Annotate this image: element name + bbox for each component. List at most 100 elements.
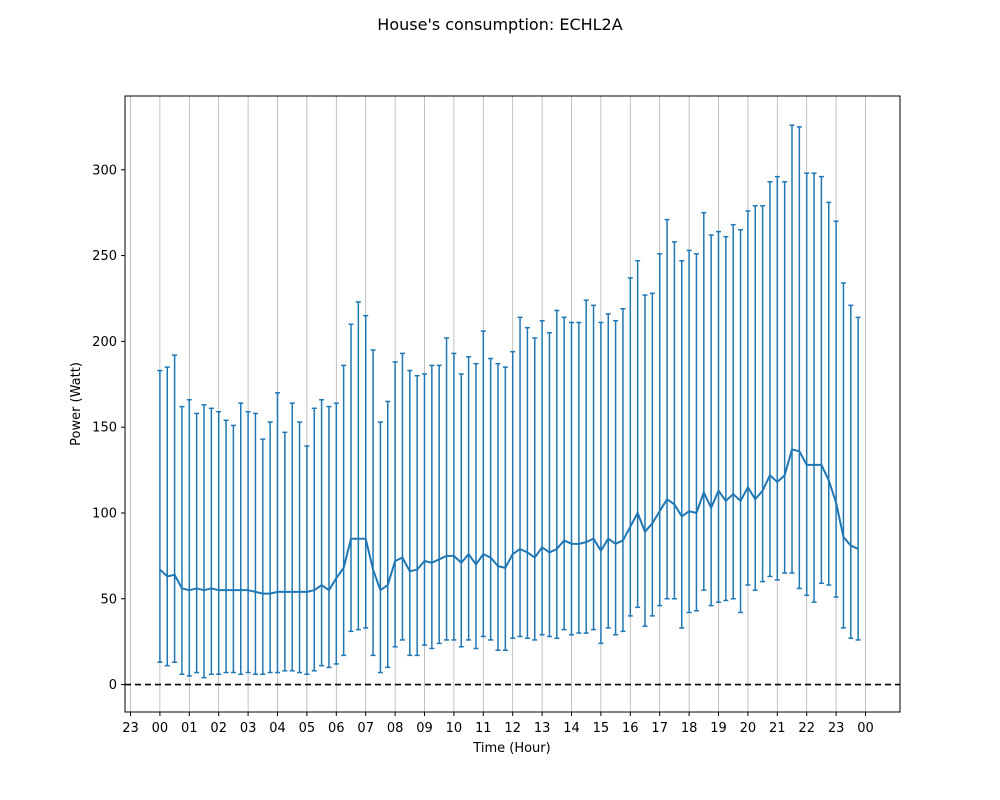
error-bar: [444, 337, 450, 641]
error-bar: [671, 241, 677, 600]
error-bar: [767, 181, 773, 578]
error-bar: [738, 229, 744, 614]
error-bar: [333, 402, 339, 665]
error-bar: [730, 223, 736, 600]
error-bar: [363, 314, 369, 629]
error-bar: [635, 259, 641, 609]
error-bar: [524, 326, 530, 639]
error-bar: [179, 405, 185, 676]
error-bar: [289, 402, 295, 672]
error-bar: [208, 407, 214, 676]
error-bar: [591, 304, 597, 631]
error-bar: [414, 374, 420, 657]
x-tick-label: 22: [798, 721, 815, 736]
y-tick-label: 300: [92, 163, 117, 178]
x-axis-label: Time (Hour): [472, 741, 550, 756]
y-tick-label: 0: [109, 678, 117, 693]
error-bar: [752, 205, 758, 591]
x-tick-label: 10: [446, 721, 463, 736]
error-bar: [686, 249, 692, 614]
error-bar: [267, 421, 273, 674]
y-tick-label: 50: [100, 592, 117, 607]
error-bar: [818, 175, 824, 585]
x-tick-label: 00: [857, 721, 874, 736]
x-tick-label: 05: [299, 721, 316, 736]
x-tick-label: 14: [563, 721, 580, 736]
error-bar: [517, 316, 523, 638]
error-bar: [341, 364, 347, 657]
error-bar: [510, 350, 516, 639]
error-bar: [480, 330, 486, 638]
error-bar: [230, 424, 236, 674]
error-bar: [583, 299, 589, 634]
error-bar: [855, 316, 861, 641]
error-bar: [789, 124, 795, 574]
x-tick-label: 06: [328, 721, 345, 736]
error-bar: [260, 438, 266, 676]
error-bar: [216, 410, 222, 676]
error-bar: [458, 373, 464, 648]
error-bar: [429, 364, 435, 650]
x-tick-label: 23: [122, 721, 139, 736]
error-bar: [840, 282, 846, 629]
x-tick-label: 21: [769, 721, 786, 736]
x-tick-label: 16: [622, 721, 639, 736]
y-tick-label: 200: [92, 335, 117, 350]
x-tick-label: 07: [357, 721, 374, 736]
x-tick-label: 01: [181, 721, 198, 736]
x-tick-label: 03: [240, 721, 257, 736]
error-bars: [157, 124, 861, 679]
y-tick-label: 150: [92, 421, 117, 436]
error-bar: [495, 362, 501, 651]
error-bar: [422, 373, 427, 646]
x-tick-label: 18: [681, 721, 698, 736]
error-bar: [201, 404, 207, 679]
error-bar: [164, 366, 170, 667]
x-tick-label: 11: [475, 721, 492, 736]
error-bar: [532, 337, 538, 641]
error-bar: [473, 362, 479, 650]
error-bar: [642, 294, 648, 627]
x-tick-label: 08: [387, 721, 404, 736]
y-tick-label: 250: [92, 249, 117, 264]
error-bar: [693, 253, 699, 612]
error-bar: [796, 126, 802, 590]
error-bar: [311, 407, 317, 672]
error-bar: [774, 175, 780, 581]
error-bar: [760, 205, 766, 583]
error-bar: [297, 421, 303, 674]
x-tick-label: 09: [416, 721, 433, 736]
error-bar: [172, 354, 178, 663]
x-tick-label: 00: [152, 721, 169, 736]
x-tick-label: 12: [504, 721, 521, 736]
y-tick-label: 100: [92, 506, 117, 521]
error-bar: [576, 321, 582, 634]
error-bar: [708, 234, 714, 607]
series-mean-line: [159, 448, 859, 595]
error-bar: [561, 316, 567, 631]
chart-title: House's consumption: ECHL2A: [377, 15, 622, 34]
error-bar: [319, 398, 325, 667]
error-bar: [186, 398, 192, 677]
error-bar: [605, 313, 611, 629]
error-bar: [723, 235, 729, 602]
x-axis: 23 00 01 02 03 04 05 06 07 08 09 10 11 12 13 14 15 16 17 18…: [122, 712, 874, 736]
error-bar: [370, 349, 376, 657]
error-bar: [679, 259, 685, 629]
error-bar: [627, 277, 633, 617]
error-bar: [275, 392, 280, 674]
error-bar: [282, 431, 288, 672]
x-tick-label: 19: [710, 721, 727, 736]
error-bar: [326, 405, 332, 669]
error-bar: [252, 412, 258, 676]
error-bar: [613, 320, 619, 636]
x-tick-label: 04: [269, 721, 286, 736]
x-tick-label: 23: [828, 721, 845, 736]
error-bar: [811, 172, 817, 603]
error-bar: [407, 369, 413, 657]
error-bar: [598, 321, 604, 645]
error-bar: [657, 253, 663, 607]
error-bar: [385, 400, 391, 669]
error-bar: [194, 412, 200, 674]
